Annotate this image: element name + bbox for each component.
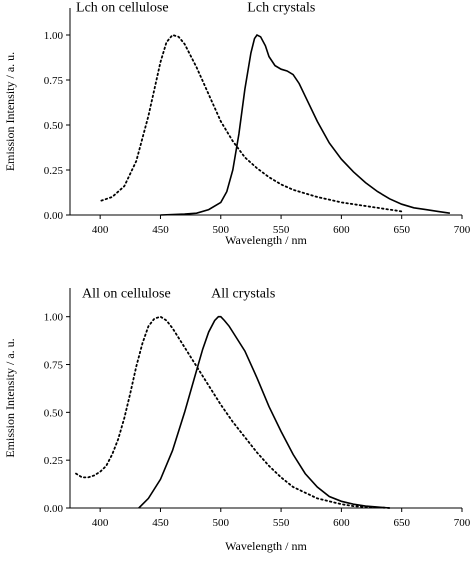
y-tick-label: 0.00 xyxy=(44,503,64,515)
y-tick-label: 0.25 xyxy=(44,455,64,467)
x-tick-label: 500 xyxy=(213,224,230,236)
curve-annotation: Lch crystals xyxy=(247,1,315,16)
panel-top-lch: 400 450 500 550 600 650 700 0.00 0.25 0.50 0.75 1.0… xyxy=(3,1,471,247)
y-tick-label: 0.75 xyxy=(44,360,64,372)
curve-annotation: All on cellulose xyxy=(82,287,171,302)
y-axis-title: Emission Intensity / a. u. xyxy=(3,52,17,171)
x-tick-label: 450 xyxy=(152,224,169,236)
x-tick-label: 450 xyxy=(152,517,169,529)
y-axis-title: Emission Intensity / a. u. xyxy=(3,338,17,457)
y-tick-label: 1.00 xyxy=(44,30,64,42)
x-tick-label: 700 xyxy=(454,517,471,529)
y-tick-label: 0.50 xyxy=(44,407,64,419)
x-tick-label: 600 xyxy=(333,224,350,236)
x-tick-label: 550 xyxy=(273,224,290,236)
x-tick-label: 400 xyxy=(92,517,109,529)
panel-bottom-all: 400 450 500 550 600 650 700 0.00 0.25 0.50 0.75 1.0… xyxy=(3,287,471,553)
x-tick-label: 550 xyxy=(273,517,290,529)
y-tick-label: 0.25 xyxy=(44,165,64,177)
y-tick-label: 1.00 xyxy=(44,312,64,324)
x-tick-label: 650 xyxy=(393,517,410,529)
series-on-cellulose-line xyxy=(75,315,391,509)
x-tick-label: 650 xyxy=(393,224,410,236)
x-tick-label: 700 xyxy=(454,224,471,236)
x-tick-label: 400 xyxy=(92,224,109,236)
series-on-cellulose-line xyxy=(100,33,403,213)
x-axis-title: Wavelength / nm xyxy=(225,233,307,247)
y-tick-label: 0.50 xyxy=(44,120,64,132)
x-tick-label: 600 xyxy=(333,517,350,529)
x-tick-label: 500 xyxy=(213,517,230,529)
curve-annotation: All crystals xyxy=(211,287,275,302)
y-tick-label: 0.75 xyxy=(44,75,64,87)
axes-frame xyxy=(69,8,462,216)
curve-annotation: Lch on cellulose xyxy=(76,1,169,16)
series-crystals-line xyxy=(160,33,451,216)
series-crystals-line xyxy=(138,315,390,509)
y-tick-label: 0.00 xyxy=(44,210,64,222)
x-axis-title: Wavelength / nm xyxy=(225,539,307,553)
